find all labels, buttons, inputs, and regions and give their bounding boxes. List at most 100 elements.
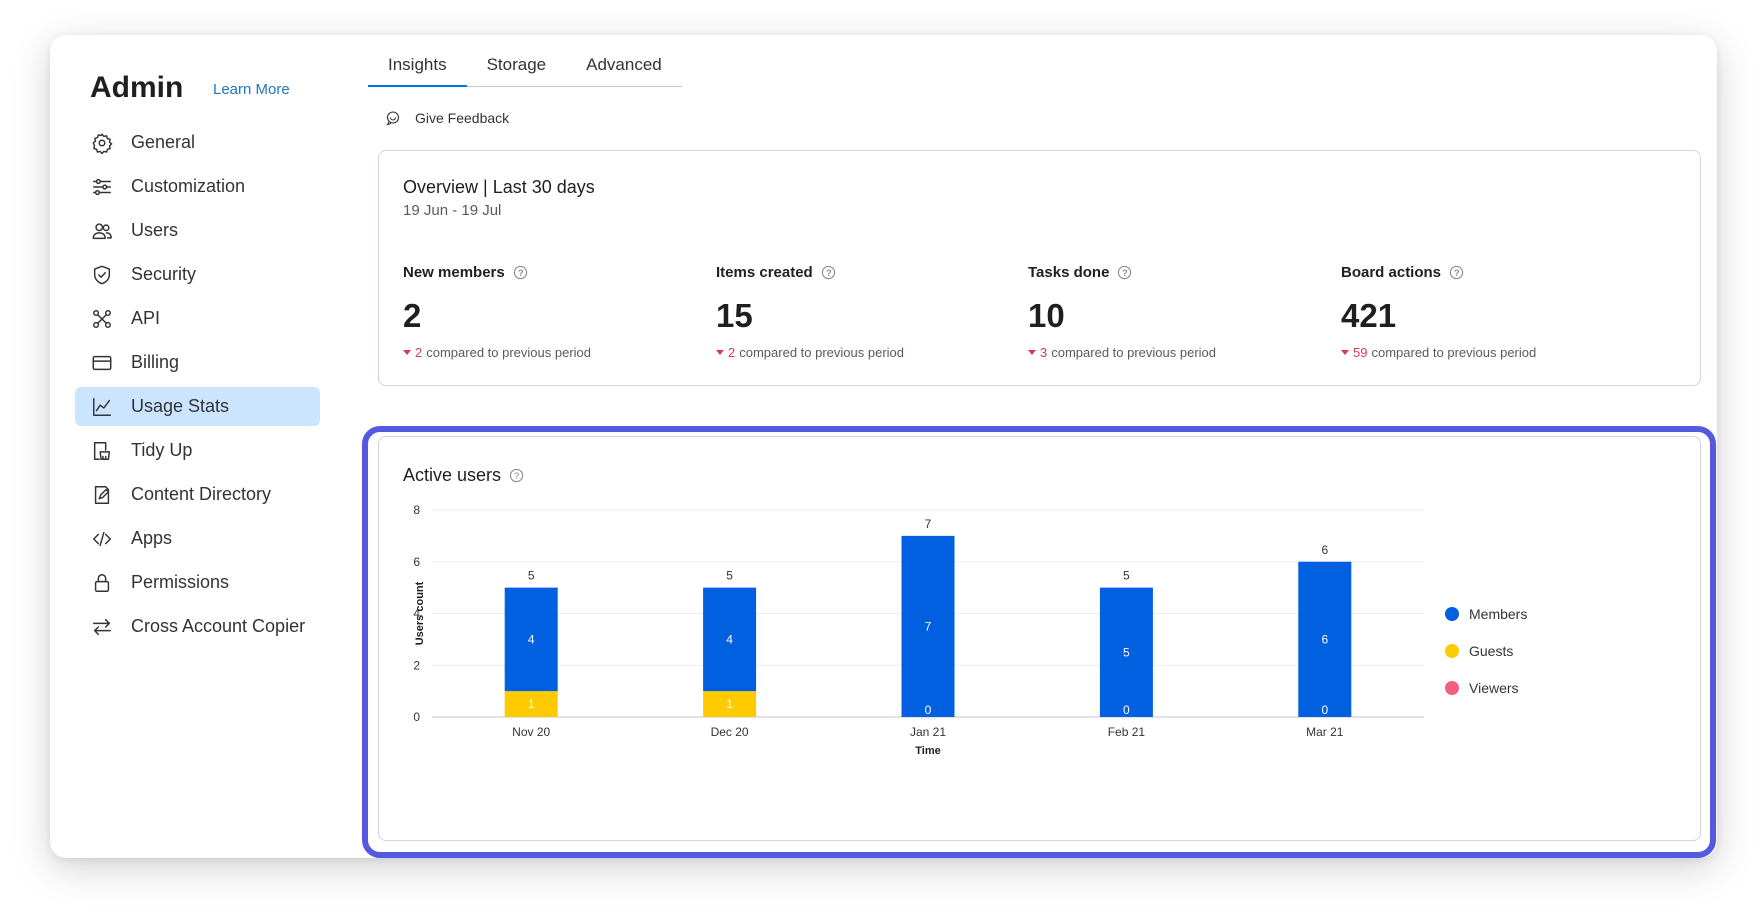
- sidebar-item-label: Billing: [131, 352, 180, 372]
- sidebar-item-label: Security: [131, 264, 197, 284]
- bar-zero-label: 0: [925, 703, 932, 717]
- stat-delta: 59: [1353, 345, 1368, 360]
- active-users-title: Active users ?: [403, 465, 524, 486]
- sidebar-item-label: Permissions: [131, 572, 230, 592]
- help-icon[interactable]: ?: [1449, 265, 1464, 280]
- help-icon[interactable]: ?: [821, 265, 836, 280]
- bar-guests: [504, 691, 558, 717]
- bar-total-label: 5: [528, 569, 535, 583]
- bar-total-label: 7: [925, 517, 932, 531]
- help-icon[interactable]: ?: [1117, 265, 1132, 280]
- sidebar-item-usage-stats[interactable]: Usage Stats: [75, 387, 320, 426]
- stat-board-actions: Board actions ? 421 59 compared to previo…: [1341, 264, 1641, 360]
- sidebar-item-label: Content Directory: [131, 484, 272, 504]
- stat-change: 2 compared to previous period: [716, 345, 1016, 360]
- down-triangle-icon: [1028, 350, 1036, 355]
- stat-label: Tasks done: [1028, 264, 1110, 281]
- legend-label: Members: [1469, 605, 1528, 622]
- tab-advanced[interactable]: Advanced: [586, 55, 662, 74]
- give-feedback-label: Give Feedback: [415, 110, 510, 126]
- stat-value: 15: [716, 297, 753, 334]
- bar-members: [504, 587, 558, 692]
- stat-new-members: New members ? 2 2 compared to previous pe…: [403, 264, 703, 360]
- stat-delta: 3: [1040, 345, 1048, 360]
- sidebar-item-label: Apps: [131, 528, 173, 548]
- bar-value-label: 1: [726, 697, 733, 711]
- legend-label: Viewers: [1469, 679, 1519, 696]
- stat-value: 2: [403, 297, 422, 334]
- bar-total-label: 5: [1123, 569, 1130, 583]
- sidebar-item-label: Cross Account Copier: [131, 616, 306, 636]
- gear-icon: [92, 133, 113, 154]
- active-users-card: Active users ? 0 2 4 6 8 Users count Time 1 4 5 No…: [378, 436, 1701, 841]
- stat-compare-text: compared to previous period: [426, 345, 591, 360]
- sidebar-item-users[interactable]: Users: [75, 211, 320, 250]
- y-axis-title: Users count: [414, 581, 426, 645]
- chart-icon: [93, 397, 111, 416]
- help-icon[interactable]: ?: [509, 468, 524, 483]
- overview-date-range: 19 Jun - 19 Jul: [403, 202, 502, 219]
- shield-icon: [93, 265, 111, 284]
- svg-text:?: ?: [826, 268, 832, 278]
- admin-window: Admin Learn More General Customization U…: [50, 35, 1717, 858]
- lock-icon: [94, 573, 110, 592]
- sidebar-item-general[interactable]: General: [75, 123, 320, 162]
- sidebar-item-content-directory[interactable]: Content Directory: [75, 475, 320, 514]
- feedback-icon: [386, 111, 400, 126]
- bar-members: [703, 587, 757, 692]
- legend-item-guests[interactable]: Guests: [1445, 632, 1527, 669]
- bar-members: [1298, 561, 1352, 717]
- sidebar-item-permissions[interactable]: Permissions: [75, 563, 320, 602]
- overview-card: Overview | Last 30 days 19 Jun - 19 Jul …: [378, 150, 1701, 386]
- stat-value: 421: [1341, 297, 1397, 334]
- bar-guests: [703, 691, 757, 717]
- sidebar-item-apps[interactable]: Apps: [75, 519, 320, 558]
- stat-delta: 2: [728, 345, 736, 360]
- bar-total-label: 6: [1321, 543, 1328, 557]
- sidebar-item-tidy-up[interactable]: Tidy Up: [75, 431, 320, 470]
- sidebar: Admin Learn More General Customization U…: [50, 35, 380, 858]
- tab-insights[interactable]: Insights: [368, 45, 467, 87]
- svg-text:?: ?: [518, 268, 524, 278]
- x-tick-label: Dec 20: [711, 725, 749, 739]
- bar-value-label: 7: [925, 619, 932, 633]
- tab-storage[interactable]: Storage: [486, 55, 547, 74]
- legend-dot: [1445, 643, 1459, 658]
- sliders-icon: [93, 178, 111, 195]
- sidebar-item-api[interactable]: API: [75, 299, 320, 338]
- svg-text:?: ?: [1122, 268, 1128, 278]
- x-tick-label: Nov 20: [512, 725, 550, 739]
- document-icon: [94, 485, 110, 504]
- learn-more-link[interactable]: Learn More: [213, 81, 290, 98]
- stat-delta: 2: [415, 345, 423, 360]
- give-feedback-button[interactable]: Give Feedback: [385, 110, 509, 126]
- y-tick-label: 0: [413, 710, 420, 724]
- sidebar-nav: General Customization Users Security API…: [75, 123, 320, 651]
- highlight-frame: [362, 426, 1716, 858]
- stat-label: New members: [403, 264, 505, 281]
- users-icon: [92, 222, 112, 239]
- x-tick-label: Feb 21: [1108, 725, 1146, 739]
- tab-bar: Insights Storage Advanced: [368, 45, 682, 87]
- bar-value-label: 4: [528, 632, 535, 646]
- card-icon: [92, 355, 112, 370]
- down-triangle-icon: [716, 350, 724, 355]
- legend-dot: [1445, 606, 1459, 621]
- sidebar-item-billing[interactable]: Billing: [75, 343, 320, 382]
- active-users-chart: 0 2 4 6 8 Users count Time 1 4 5 Nov 20 1 4 5 Dec 20 7 0…: [413, 503, 1424, 757]
- legend-item-viewers[interactable]: Viewers: [1445, 669, 1527, 706]
- help-icon[interactable]: ?: [513, 265, 528, 280]
- sidebar-item-security[interactable]: Security: [75, 255, 320, 294]
- sidebar-item-label: General: [131, 132, 196, 152]
- y-tick-label: 6: [413, 555, 420, 569]
- sidebar-item-customization[interactable]: Customization: [75, 167, 320, 206]
- legend-item-members[interactable]: Members: [1445, 595, 1527, 632]
- sidebar-item-label: API: [131, 308, 161, 328]
- stat-compare-text: compared to previous period: [739, 345, 904, 360]
- sidebar-item-cross-account-copier[interactable]: Cross Account Copier: [75, 607, 320, 646]
- y-tick-label: 8: [413, 503, 420, 517]
- bar-value-label: 4: [726, 632, 733, 646]
- bar-zero-label: 0: [1321, 703, 1328, 717]
- sidebar-item-label: Users: [131, 220, 179, 240]
- stat-change: 59 compared to previous period: [1341, 345, 1641, 360]
